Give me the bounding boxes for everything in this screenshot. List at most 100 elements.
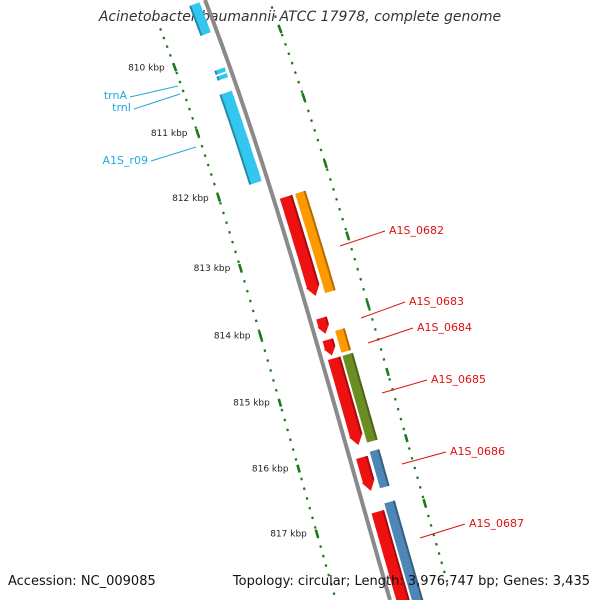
major-tick [237, 263, 243, 273]
rail-dot [319, 148, 323, 152]
rail-dot [437, 552, 441, 555]
rail-dot [435, 542, 438, 546]
gene-shade [365, 455, 375, 481]
rail-dot [237, 260, 240, 264]
rail-dot [203, 154, 207, 158]
rail-dot [388, 377, 392, 381]
rail-dot [251, 309, 255, 313]
rail-dot [330, 582, 333, 586]
rail-dot [416, 476, 419, 480]
feature-label-a1s_0686: A1S_0686 [450, 445, 505, 458]
rail-dot [194, 126, 198, 130]
rail-dot [254, 319, 258, 323]
rail-dot [421, 495, 425, 499]
feature-label-a1s_0682: A1S_0682 [389, 224, 444, 237]
gene-0683 [316, 316, 330, 334]
gene-body [220, 90, 262, 185]
gene-0682-right [295, 190, 336, 294]
gene-0686-left [356, 455, 375, 491]
gene-body [215, 67, 227, 75]
rail-dot [280, 408, 284, 412]
rail-dot [280, 33, 284, 37]
rail-dot [319, 545, 323, 549]
gene-shade [338, 356, 363, 435]
rail-dot [274, 388, 278, 392]
rail-dot [359, 277, 363, 281]
rail-dot [324, 564, 328, 568]
gene-body [217, 73, 229, 81]
rail-dot [362, 287, 366, 291]
gene-shade [214, 70, 218, 76]
rail-dot [222, 211, 225, 215]
gene-shade [216, 76, 220, 81]
tick-label-2: 811 kbp [151, 129, 188, 139]
gene-shade [392, 500, 424, 600]
gene-body [371, 510, 409, 600]
outer-major-tick [323, 159, 328, 169]
rail-dot [289, 438, 292, 442]
rail-dot [300, 90, 304, 94]
rail-dot [350, 247, 354, 251]
rail-dot [245, 289, 249, 293]
gene-shade [290, 194, 320, 285]
tick-label-5: 814 kbp [214, 332, 251, 342]
rail-dot [273, 15, 277, 19]
rail-dot [321, 554, 325, 558]
rail-dot [184, 98, 188, 102]
rail-dot [270, 5, 274, 10]
gene-0687-right [384, 500, 424, 600]
rail-dot [313, 526, 317, 529]
feature-label-a1s_r09: A1S_r09 [102, 154, 148, 167]
A1S_r09-feature [219, 90, 262, 185]
tick-label-1: 810 kbp [128, 63, 165, 73]
inner-tick-rail [159, 27, 336, 596]
rail-dot [162, 36, 166, 40]
tick-label-4: 813 kbp [194, 264, 231, 274]
rail-dot [413, 466, 417, 470]
gene-0686-right [369, 449, 390, 489]
feature-label-trni: trnI [112, 101, 131, 114]
feature-label-a1s_0684: A1S_0684 [417, 321, 472, 334]
rail-dot [310, 119, 313, 123]
rail-dot [243, 279, 246, 283]
gene-body [335, 328, 351, 353]
gene-shade [351, 352, 378, 441]
major-tick [258, 331, 263, 340]
rail-dot [308, 506, 312, 510]
outer-tick-rail [270, 5, 449, 583]
rail-dot [286, 428, 289, 432]
rail-dot [445, 579, 449, 583]
rail-dot [228, 230, 231, 234]
rail-dot [206, 163, 210, 167]
rail-dot [418, 485, 422, 489]
rail-dot [440, 561, 444, 565]
rail-dot [341, 217, 345, 221]
rail-dot [175, 71, 179, 75]
rail-dot [263, 349, 267, 353]
rna-feature-top [189, 2, 211, 37]
rail-dot [368, 307, 371, 311]
rail-dot [272, 378, 275, 382]
rail-dot [328, 177, 332, 181]
rail-dot [399, 417, 403, 421]
rail-dot [442, 570, 446, 574]
label-leader-5 [360, 301, 406, 319]
gene-body [369, 449, 389, 489]
gene-shade [303, 190, 336, 291]
rail-dot [300, 477, 303, 481]
accession-label: Accession: NC_009085 [8, 574, 156, 589]
trnI-feature [216, 73, 229, 81]
rail-dot [257, 329, 261, 333]
rail-dot [291, 448, 295, 452]
rail-dot [287, 52, 291, 56]
rail-dot [283, 418, 287, 422]
gene-body [316, 316, 329, 334]
outer-major-tick [277, 25, 283, 34]
rail-dot [234, 250, 237, 254]
gene-shade [189, 5, 203, 37]
major-tick [216, 193, 222, 203]
major-tick [296, 464, 301, 473]
outer-major-tick [365, 300, 371, 309]
